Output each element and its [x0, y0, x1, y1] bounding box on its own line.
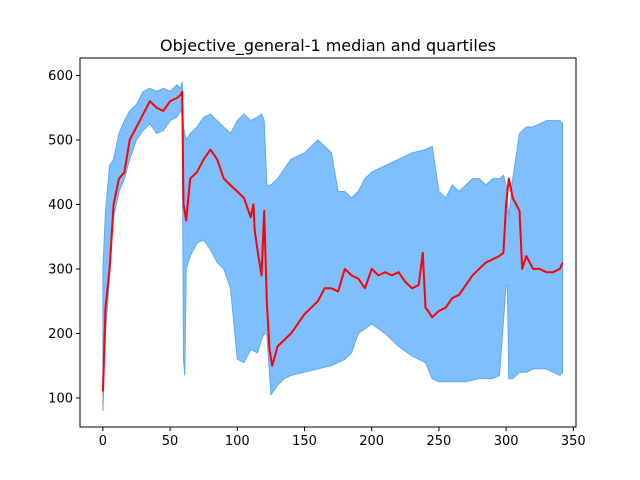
x-tick-label: 50	[162, 434, 179, 449]
y-tick-label: 200	[48, 327, 73, 342]
y-tick-label: 300	[48, 262, 73, 277]
plot-frame	[79, 57, 577, 428]
x-tick-label: 0	[99, 434, 107, 449]
x-tick-label: 150	[292, 434, 317, 449]
x-tick-label: 350	[561, 434, 586, 449]
x-tick-label: 100	[225, 434, 250, 449]
y-tick-label: 400	[48, 198, 73, 213]
x-axis: 0 50 100 150 200 250 300 350	[99, 427, 586, 449]
y-tick-label: 600	[48, 69, 73, 84]
plot-area	[101, 81, 564, 411]
y-tick-label: 100	[48, 391, 73, 406]
y-tick-label: 500	[48, 133, 73, 148]
x-tick-label: 200	[359, 434, 384, 449]
x-tick-label: 250	[426, 434, 451, 449]
x-tick-label: 300	[494, 434, 519, 449]
median-line	[101, 90, 564, 392]
y-axis: 100 200 300 400 500 600	[48, 69, 80, 406]
chart-title: Objective_general-1 median and quartiles	[160, 36, 496, 56]
